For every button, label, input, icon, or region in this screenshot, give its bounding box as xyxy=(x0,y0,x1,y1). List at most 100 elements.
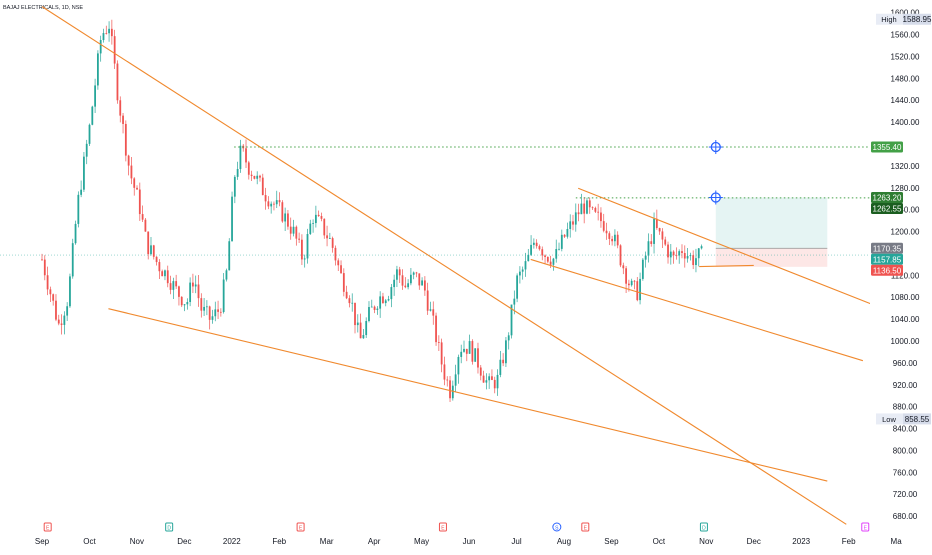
candle-body xyxy=(348,298,351,304)
candle-body xyxy=(337,260,340,266)
event-badge-shape xyxy=(581,522,590,532)
candle-body xyxy=(382,296,384,304)
candle-body xyxy=(465,348,468,354)
price-tag: 1263.20 xyxy=(871,191,903,203)
stop-zone xyxy=(715,248,828,267)
candle-body xyxy=(278,200,281,203)
candle-body xyxy=(491,376,493,380)
candle-body xyxy=(60,323,63,325)
candle-body xyxy=(217,309,219,312)
x-tick-label: Apr xyxy=(368,537,381,546)
candle-body xyxy=(150,245,152,255)
price-tag: 1170.35 xyxy=(871,242,903,254)
candle-body xyxy=(641,259,644,279)
candle-body xyxy=(83,156,85,190)
candle-body xyxy=(183,304,186,306)
candle-body xyxy=(566,229,569,237)
x-tick-label: May xyxy=(414,537,429,546)
candle-body xyxy=(284,213,287,222)
candle-body xyxy=(451,385,454,399)
candle-body xyxy=(625,268,627,284)
candle-body xyxy=(192,282,194,287)
x-tick-label: Nov xyxy=(699,537,713,546)
candle-body xyxy=(326,235,328,239)
y-tick-label: 680.00 xyxy=(893,512,918,521)
candle-body xyxy=(110,28,113,37)
candle-body xyxy=(49,289,52,295)
trendline xyxy=(577,187,875,306)
candle-body xyxy=(544,255,546,257)
candle-body xyxy=(507,335,510,341)
candle-body xyxy=(214,309,217,317)
candle-body xyxy=(608,233,611,239)
candle-body xyxy=(510,304,513,336)
candle-body xyxy=(672,251,675,256)
event-badge-shape xyxy=(43,522,52,532)
candle-body xyxy=(306,234,309,259)
candle-body xyxy=(281,202,284,222)
candle-body xyxy=(535,242,538,247)
candle-body xyxy=(630,280,633,286)
x-tick-label: Feb xyxy=(272,537,286,546)
high-label-value-bg xyxy=(903,13,931,25)
candle-body xyxy=(468,341,471,354)
candle-body xyxy=(43,259,46,276)
price-tag: 1262.55 xyxy=(871,202,903,214)
candle-body xyxy=(681,251,683,254)
candle-body xyxy=(259,175,261,178)
price-tag-bg xyxy=(871,253,903,265)
candle-body xyxy=(384,300,387,304)
drawings-layer xyxy=(41,6,875,525)
axes-layer: 1600.00 1560.00 1520.00 1480.00 1440.00 1400.… xyxy=(35,0,932,550)
candle-body xyxy=(124,123,127,156)
candle-body xyxy=(541,249,544,256)
x-tick-label: Aug xyxy=(557,537,571,546)
y-tick-label: 1120.00 xyxy=(891,271,920,280)
candle-body xyxy=(236,169,239,177)
candle-body xyxy=(454,374,457,386)
candle-body xyxy=(85,143,88,157)
candle-body xyxy=(46,275,49,290)
x-tick-label: Sep xyxy=(604,537,619,546)
trendline xyxy=(530,258,864,362)
target-zone xyxy=(715,197,828,249)
candle-body xyxy=(401,275,404,286)
candle-body xyxy=(586,200,588,214)
candle-body xyxy=(524,261,527,270)
candle-body xyxy=(155,256,158,263)
candle-body xyxy=(211,316,214,320)
candle-body xyxy=(518,271,521,276)
price-tag-label: 1170.35 xyxy=(873,244,902,253)
candle-body xyxy=(186,302,189,305)
candle-body xyxy=(41,259,43,261)
candle-body xyxy=(527,254,530,262)
candle-body xyxy=(138,189,141,215)
price-tag-label: 1136.50 xyxy=(873,266,902,275)
candle-body xyxy=(127,155,130,166)
candle-body xyxy=(667,244,669,258)
candle-body xyxy=(331,238,334,248)
candle-body xyxy=(616,234,619,246)
candle-body xyxy=(164,270,166,277)
price-tag-bg xyxy=(871,264,903,276)
event-badge-shape xyxy=(296,522,305,532)
candle-body xyxy=(443,364,446,380)
candle-body xyxy=(356,322,359,326)
price-tag-label: 1263.20 xyxy=(873,193,902,202)
candle-body xyxy=(633,280,636,282)
x-tick-label: 2022 xyxy=(223,537,241,546)
candle-body xyxy=(446,379,449,381)
candle-body xyxy=(426,290,429,311)
candle-body xyxy=(440,342,443,365)
candle-body xyxy=(588,200,591,208)
candle-body xyxy=(482,375,485,383)
candle-body xyxy=(275,200,278,205)
candle-body xyxy=(239,145,242,170)
candle-body xyxy=(197,284,200,299)
candle-body xyxy=(560,234,563,249)
event-badge: E xyxy=(861,522,870,532)
y-tick-label: 1040.00 xyxy=(891,315,920,324)
candle-body xyxy=(256,175,259,179)
